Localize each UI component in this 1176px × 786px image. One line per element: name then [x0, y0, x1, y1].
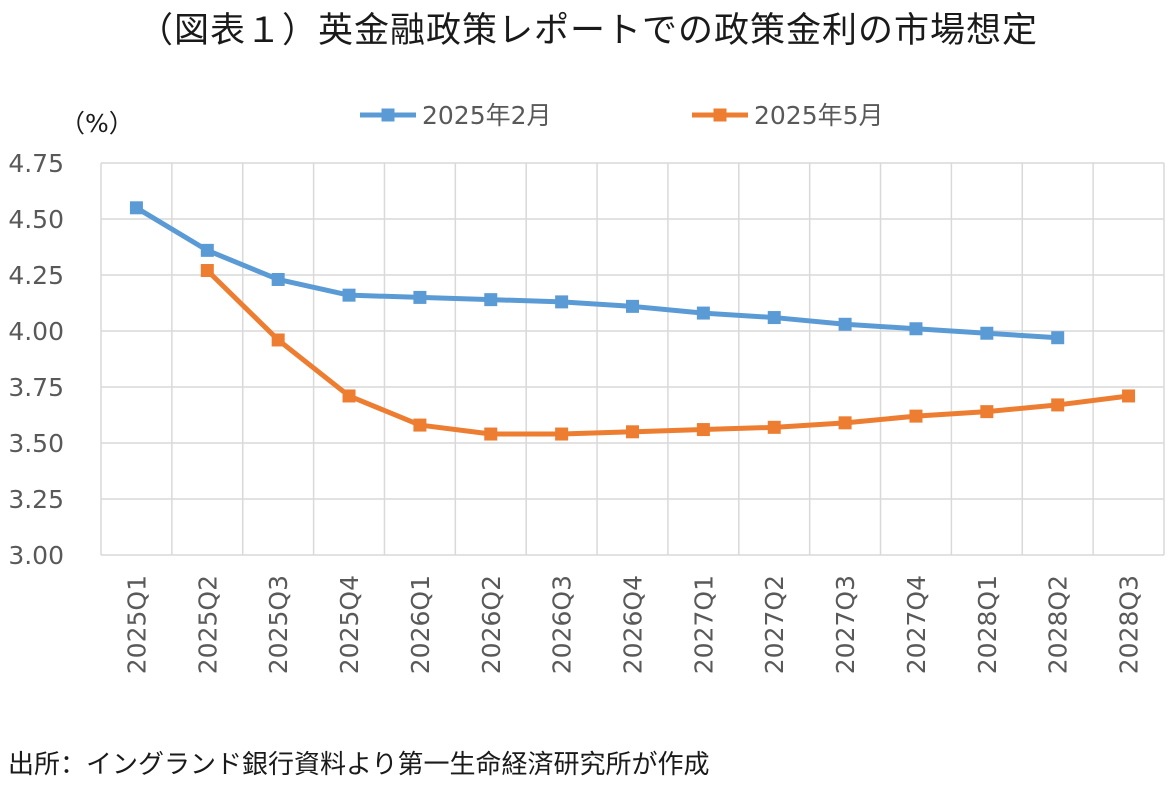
data-point-marker [271, 333, 285, 347]
series-2 [200, 264, 1136, 441]
data-point-marker [413, 290, 427, 304]
x-tick-label: 2027Q4 [902, 575, 931, 674]
x-tick-label: 2025Q2 [193, 575, 222, 674]
x-tick-label: 2025Q3 [264, 575, 293, 674]
data-point-marker [200, 243, 214, 257]
x-tick-label: 2028Q2 [1044, 575, 1073, 674]
data-point-marker [1122, 389, 1136, 403]
grid [100, 162, 1165, 556]
data-point-marker [626, 425, 639, 439]
y-tick-label: 4.75 [8, 149, 64, 178]
y-tick-label: 3.50 [8, 429, 64, 458]
legend-item: 2025年2月 [360, 101, 552, 130]
y-tick-label: 4.00 [8, 317, 64, 346]
source-note: 出所：イングランド銀行資料より第一生命経済研究所が作成 [8, 750, 710, 780]
legend-item: 2025年5月 [692, 101, 884, 130]
data-point-marker [129, 201, 143, 215]
series-group [129, 201, 1136, 441]
data-point-marker [1051, 331, 1065, 345]
data-point-marker [342, 389, 356, 403]
x-tick-label: 2028Q3 [1115, 575, 1144, 674]
x-tick-label: 2026Q4 [619, 575, 648, 674]
legend: 2025年2月 2025年5月 [360, 101, 884, 130]
x-tick-label: 2026Q2 [477, 575, 506, 674]
data-point-marker [271, 272, 285, 286]
x-axis-ticks: 2025Q1 2025Q2 2025Q3 2025Q4 2026Q1 2026Q2 2026… [122, 575, 1143, 674]
chart-title: （図表１）英金融政策レポートでの政策金利の市場想定 [137, 11, 1038, 51]
legend-marker [713, 108, 727, 122]
legend-marker [381, 108, 395, 122]
x-tick-label: 2025Q1 [122, 575, 151, 674]
series-1 [129, 201, 1065, 345]
legend-label: 2025年5月 [754, 101, 884, 130]
data-point-marker [767, 420, 781, 434]
x-tick-label: 2027Q3 [831, 575, 860, 674]
x-tick-label: 2025Q4 [335, 575, 364, 674]
data-point-marker [909, 409, 923, 423]
data-point-marker [342, 288, 356, 302]
x-tick-label: 2026Q1 [406, 575, 435, 674]
y-tick-label: 4.25 [8, 261, 64, 290]
data-point-marker [555, 427, 569, 441]
data-point-marker [838, 416, 852, 430]
data-point-marker [484, 427, 498, 441]
y-tick-label: 3.25 [8, 485, 64, 514]
legend-label: 2025年2月 [422, 101, 552, 130]
data-point-marker [484, 293, 498, 307]
y-tick-label: 3.75 [8, 373, 64, 402]
x-tick-label: 2026Q3 [548, 575, 577, 674]
data-point-marker [696, 423, 710, 437]
y-axis-unit: （%） [60, 109, 134, 138]
data-point-marker [980, 405, 994, 419]
x-tick-label: 2027Q1 [689, 575, 718, 674]
y-tick-label: 3.00 [8, 541, 64, 570]
y-axis-ticks: 3.00 3.25 3.50 3.75 4.00 4.25 4.50 4.75 [8, 149, 64, 570]
x-tick-label: 2027Q2 [760, 575, 789, 674]
data-point-marker [909, 322, 923, 336]
data-point-marker [696, 306, 710, 320]
data-point-marker [555, 295, 569, 309]
series-line [135, 205, 1058, 341]
data-point-marker [200, 264, 214, 278]
series-line [205, 268, 1129, 437]
y-tick-label: 4.50 [8, 205, 64, 234]
data-point-marker [767, 311, 781, 325]
data-point-marker [980, 326, 994, 340]
x-tick-label: 2028Q1 [973, 575, 1002, 674]
data-point-marker [413, 418, 427, 432]
data-point-marker [626, 299, 639, 313]
data-point-marker [1051, 398, 1065, 412]
data-point-marker [838, 317, 852, 331]
